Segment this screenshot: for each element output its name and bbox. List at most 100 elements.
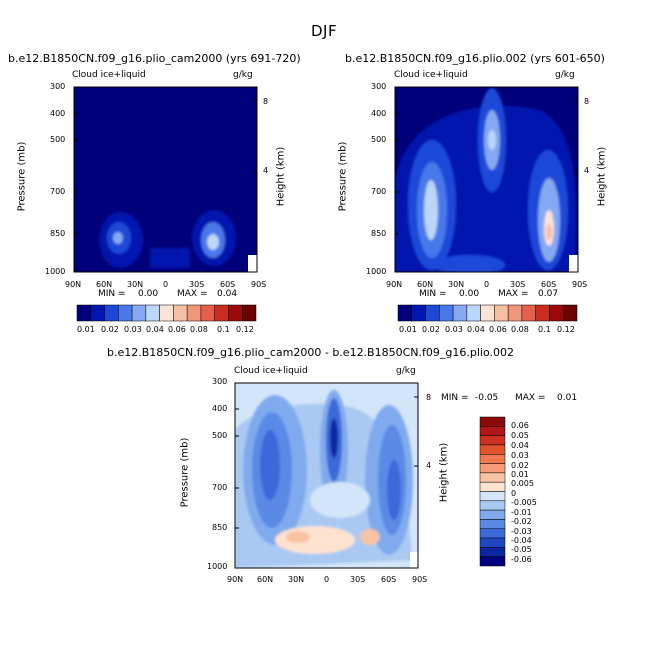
- p3-ytick-300: 300: [212, 377, 228, 386]
- p1-max-value: 0.04: [217, 289, 238, 299]
- p2-cb-label-1: 0.02: [422, 325, 440, 334]
- p3-ytick-400: 400: [212, 404, 228, 413]
- p1-colorbar-cell-2: [104, 304, 119, 322]
- p1-frame: [73, 86, 258, 273]
- p2-min-label: MIN =: [419, 289, 447, 299]
- p1-y2tick-4: 4: [263, 166, 269, 175]
- p2-colorbar: [397, 304, 578, 322]
- p2-sh-column-max: [546, 224, 552, 240]
- p2-cb-label-4: 0.06: [489, 325, 507, 334]
- p3-y2tick-8: 8: [426, 393, 432, 402]
- p3-max-value: 0.01: [557, 393, 578, 403]
- p1-colorbar-cell-8: [186, 304, 202, 322]
- p1-cb-label-4: 0.06: [168, 325, 186, 334]
- p2-colorbar-cell-12: [562, 304, 578, 322]
- p1-colorbar-cell-1: [90, 304, 105, 322]
- p3-colorbar: [479, 416, 506, 567]
- p1-colorbar-cell-10: [214, 304, 229, 322]
- p1-ytick-1000: 1000: [45, 267, 66, 276]
- p3-ytick-700: 700: [212, 483, 228, 492]
- p1-cb-label-7: 0.12: [236, 325, 254, 334]
- p3-colorbar-cell-2: [479, 435, 506, 446]
- p3-ytick-850: 850: [212, 523, 228, 532]
- p3-colorbar-cell-15: [479, 556, 506, 567]
- panel-1-field: [74, 87, 257, 272]
- p1-min-label: MIN =: [98, 289, 126, 299]
- p3-colorbar-cell-6: [479, 472, 506, 483]
- p3-nh-negative-3: [260, 430, 280, 500]
- p2-colorbar-cell-8: [507, 304, 523, 322]
- p3-cb-label-0: 0.06: [511, 421, 529, 430]
- p3-xtick-60S: 60S: [381, 575, 397, 584]
- panel-1-title: b.e12.B1850CN.f09_g16.plio_cam2000 (yrs …: [8, 52, 301, 65]
- p1-cb-label-2: 0.03: [124, 325, 142, 334]
- p3-frame: [234, 382, 419, 569]
- p2-xtick-90S: 90S: [572, 280, 588, 289]
- p1-cb-label-1: 0.02: [101, 325, 119, 334]
- p2-colorbar-cell-6: [480, 304, 495, 322]
- p2-cb-label-2: 0.03: [445, 325, 463, 334]
- panel-3-variable: Cloud ice+liquid: [234, 366, 308, 376]
- p3-colorbar-cell-13: [479, 537, 506, 548]
- panel-2-field: [395, 87, 578, 272]
- p1-colorbar-cell-12: [241, 304, 257, 322]
- p3-colorbar-cell-1: [479, 426, 506, 436]
- p2-topography: [569, 255, 578, 272]
- p3-cb-label-3: 0.03: [511, 451, 529, 460]
- p3-colorbar-cell-3: [479, 444, 506, 455]
- tick-marks: [74, 100, 578, 529]
- p1-max-label: MAX =: [177, 289, 208, 299]
- p2-colorbar-cell-4: [452, 304, 468, 322]
- panel-2-title: b.e12.B1850CN.f09_g16.plio.002 (yrs 601-…: [345, 52, 605, 65]
- p2-xtick-60N: 60N: [417, 280, 434, 289]
- p3-nh-positive-2: [286, 531, 310, 543]
- p3-colorbar-cell-12: [479, 528, 506, 539]
- p3-trop-neutral: [310, 482, 370, 518]
- p1-y2tick-8: 8: [263, 97, 269, 106]
- p3-cb-label-6: 0.005: [511, 479, 534, 488]
- p1-min-value: 0.00: [138, 289, 159, 299]
- panel-3-units: g/kg: [396, 366, 416, 376]
- p1-feature-sh-core: [207, 234, 219, 250]
- p2-colorbar-cell-9: [521, 304, 536, 322]
- p3-min-label: MIN =: [441, 393, 469, 403]
- p3-cb-label-1: 0.05: [511, 431, 529, 440]
- p3-colorbar-cell-14: [479, 547, 506, 557]
- p3-colorbar-cell-4: [479, 454, 506, 464]
- p2-colorbar-cell-0: [397, 304, 413, 322]
- p2-xtick-90N: 90N: [386, 280, 403, 289]
- p1-colorbar: [76, 304, 257, 322]
- p1-colorbar-cell-0: [76, 304, 92, 322]
- p1-cb-label-5: 0.08: [190, 325, 208, 334]
- p2-max-value: 0.07: [538, 289, 559, 299]
- p3-colorbar-cell-9: [479, 500, 506, 511]
- p1-xtick-60N: 60N: [96, 280, 113, 289]
- p1-colorbar-cell-11: [228, 304, 243, 322]
- p2-tropical-column-3: [488, 130, 496, 150]
- figure-title: DJF: [311, 22, 338, 40]
- p2-colorbar-cell-11: [549, 304, 564, 322]
- p3-topography: [410, 552, 418, 568]
- p1-feature-nh-core: [113, 232, 123, 244]
- p2-xtick-30S: 30S: [510, 280, 526, 289]
- p1-xtick-90N: 90N: [65, 280, 82, 289]
- p1-cb-label-6: 0.1: [217, 325, 230, 334]
- p3-ytick-500: 500: [212, 431, 228, 440]
- p1-xtick-30S: 30S: [189, 280, 205, 289]
- p2-ytick-400: 400: [371, 109, 387, 118]
- p3-max-label: MAX =: [515, 393, 546, 403]
- p2-colorbar-cell-7: [494, 304, 509, 322]
- p2-colorbar-cell-1: [411, 304, 426, 322]
- p3-colorbar-cell-11: [479, 519, 506, 530]
- p3-xtick-90S: 90S: [412, 575, 428, 584]
- p2-cb-label-3: 0.04: [467, 325, 485, 334]
- p1-colorbar-cell-3: [118, 304, 133, 322]
- p2-boundary-layer: [435, 255, 505, 272]
- p3-colorbar-cell-10: [479, 509, 506, 520]
- p1-ytick-850: 850: [50, 229, 66, 238]
- panel-1-variable: Cloud ice+liquid: [72, 70, 146, 80]
- p2-ytick-850: 850: [371, 229, 387, 238]
- panel-1-units: g/kg: [233, 70, 253, 80]
- p2-ytick-700: 700: [371, 187, 387, 196]
- p2-cb-label-5: 0.08: [511, 325, 529, 334]
